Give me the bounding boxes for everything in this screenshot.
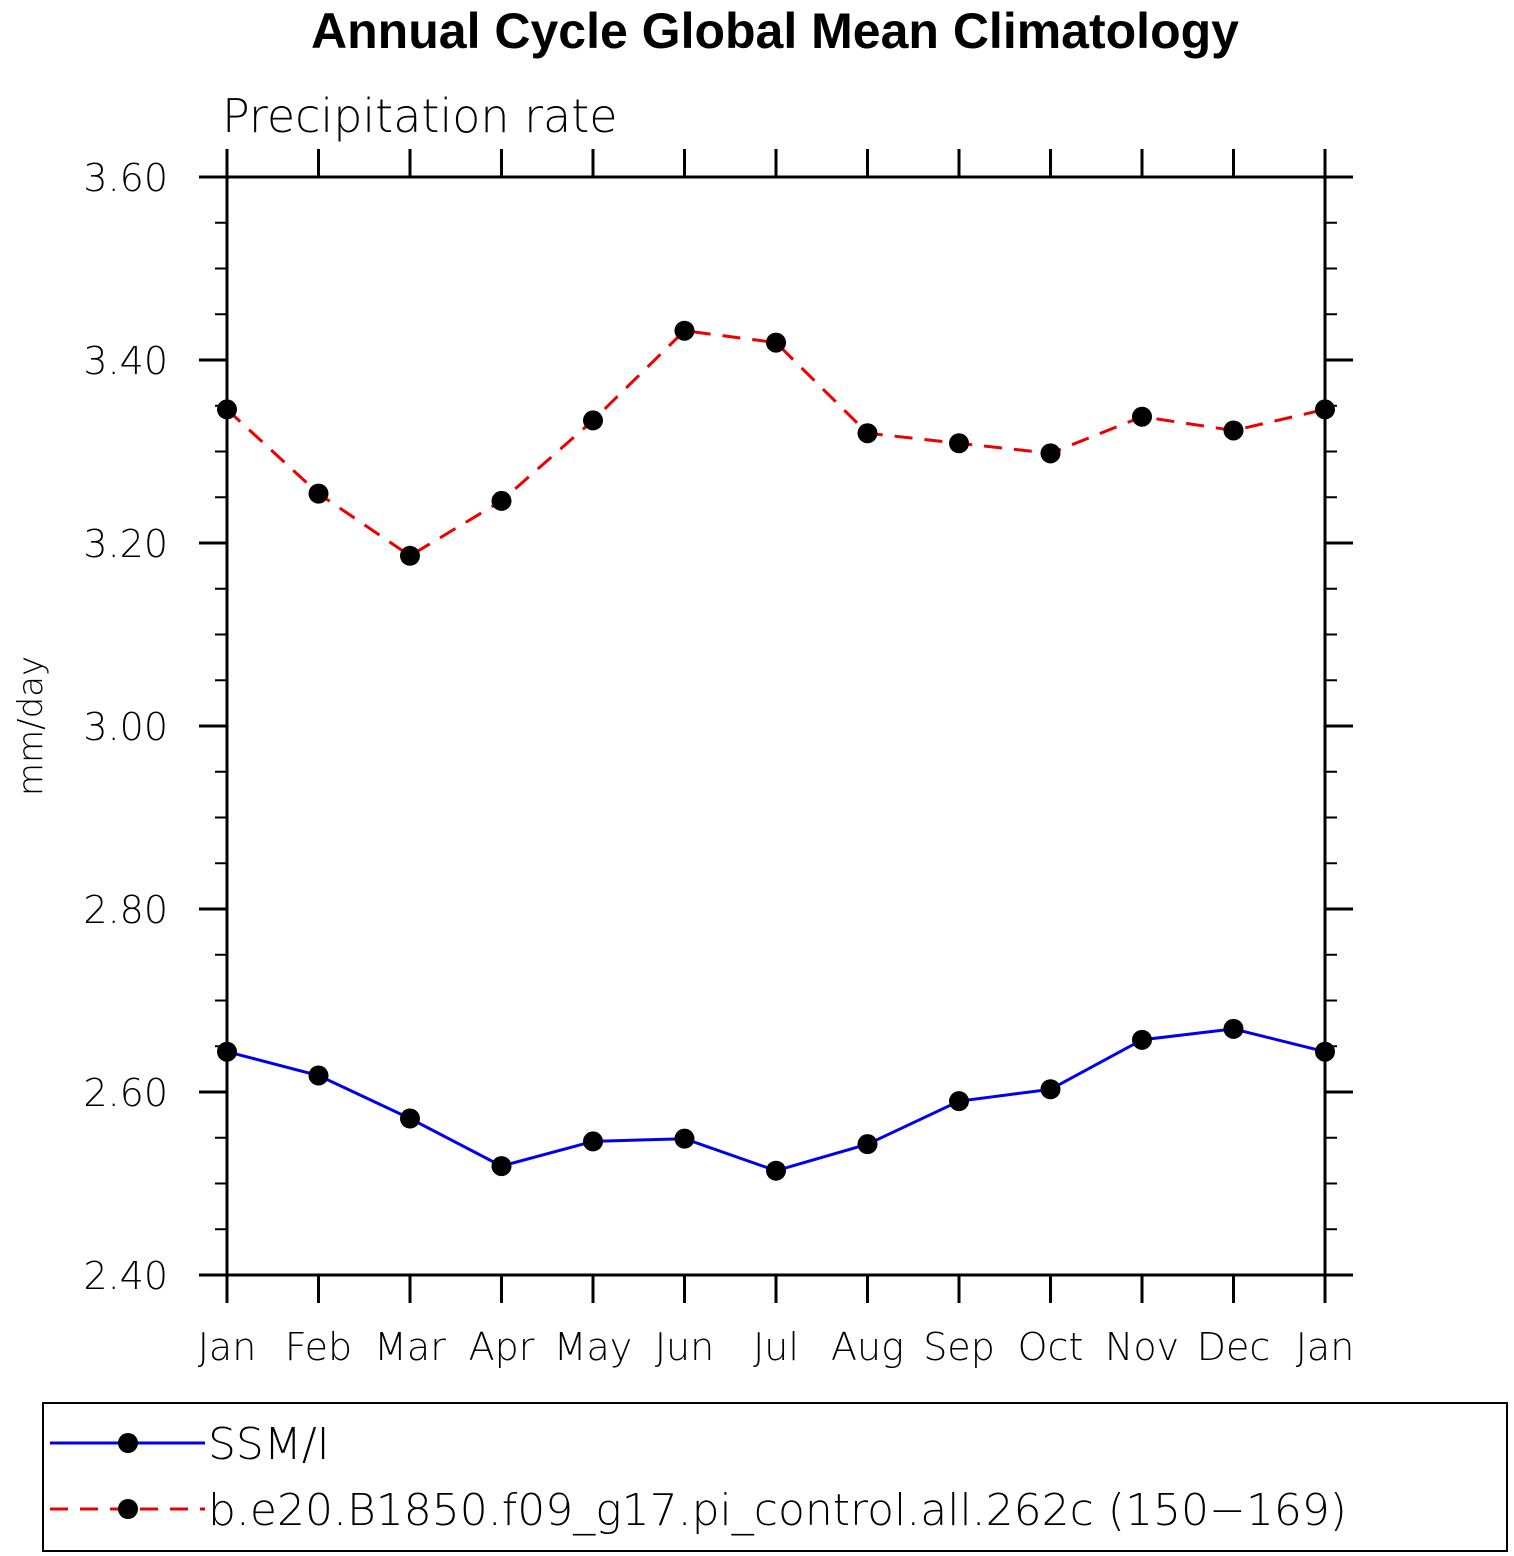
y-axis-label: mm/day <box>11 656 51 796</box>
data-point <box>583 410 603 431</box>
y-tick-label: 3.40 <box>83 339 168 383</box>
x-tick-label: Jan <box>198 1325 257 1369</box>
data-point <box>400 1108 420 1129</box>
x-tick-label: May <box>554 1325 633 1369</box>
data-point <box>1315 399 1335 420</box>
series-line-1 <box>225 329 1326 558</box>
y-tick-label: 3.00 <box>83 705 168 749</box>
chart-subtitle: Precipitation rate <box>222 89 618 143</box>
series-markers <box>217 320 1335 1181</box>
data-point <box>400 545 420 566</box>
data-point <box>766 332 786 353</box>
axis-ticks <box>199 149 1353 1303</box>
x-tick-label: Sep <box>923 1325 995 1369</box>
data-point <box>1223 1018 1244 1039</box>
data-point <box>766 1160 786 1181</box>
data-point <box>1040 1079 1061 1100</box>
x-tick-label: Feb <box>285 1325 352 1369</box>
data-point <box>857 1134 878 1155</box>
x-tick-label: Jan <box>1296 1325 1355 1369</box>
data-point <box>491 490 512 511</box>
data-point <box>674 1128 695 1149</box>
data-point <box>217 399 237 420</box>
x-tick-label: Apr <box>469 1325 535 1369</box>
data-point <box>1223 420 1244 441</box>
y-tick-label: 2.60 <box>83 1071 168 1115</box>
series-line-0 <box>226 1027 1326 1173</box>
data-point <box>1315 1041 1335 1062</box>
data-point <box>583 1131 603 1152</box>
legend: SSM/I b.e20.B1850.f09_g17.pi_control.all… <box>42 1402 1508 1552</box>
data-point <box>217 1041 237 1062</box>
y-tick-label: 3.60 <box>83 156 168 200</box>
legend-marker-ssmi <box>118 1433 138 1453</box>
x-tick-label: Oct <box>1018 1325 1084 1369</box>
data-point <box>1132 406 1152 427</box>
axis-tick-labels: Jan Feb Mar Apr May Jun Jul Aug Sep Oct Nov Dec Jan 2… <box>83 156 1354 1369</box>
x-tick-label: Mar <box>374 1325 446 1369</box>
data-point <box>949 433 969 454</box>
y-tick-label: 2.40 <box>83 1254 168 1298</box>
x-tick-label: Jun <box>655 1325 714 1369</box>
x-tick-label: Dec <box>1197 1325 1271 1369</box>
x-tick-label: Nov <box>1105 1325 1179 1369</box>
data-point <box>674 320 695 341</box>
data-point <box>308 483 329 504</box>
data-point <box>949 1091 969 1112</box>
legend-marker-model <box>118 1499 138 1519</box>
data-point <box>491 1156 512 1177</box>
data-point <box>1040 443 1061 464</box>
y-tick-label: 2.80 <box>83 888 168 932</box>
data-point <box>1132 1029 1152 1050</box>
chart-title: Annual Cycle Global Mean Climatology <box>311 3 1239 59</box>
legend-box <box>42 1402 1508 1552</box>
x-tick-label: Aug <box>831 1325 904 1369</box>
plot-frame <box>225 175 1327 1277</box>
legend-label-model: b.e20.B1850.f09_g17.pi_control.all.262c … <box>208 1485 1347 1536</box>
data-point <box>308 1065 329 1086</box>
data-point <box>857 423 878 444</box>
y-tick-label: 3.20 <box>83 522 168 566</box>
x-tick-label: Jul <box>753 1325 799 1369</box>
series-lines <box>225 329 1326 1173</box>
legend-label-ssmi: SSM/I <box>208 1419 330 1470</box>
